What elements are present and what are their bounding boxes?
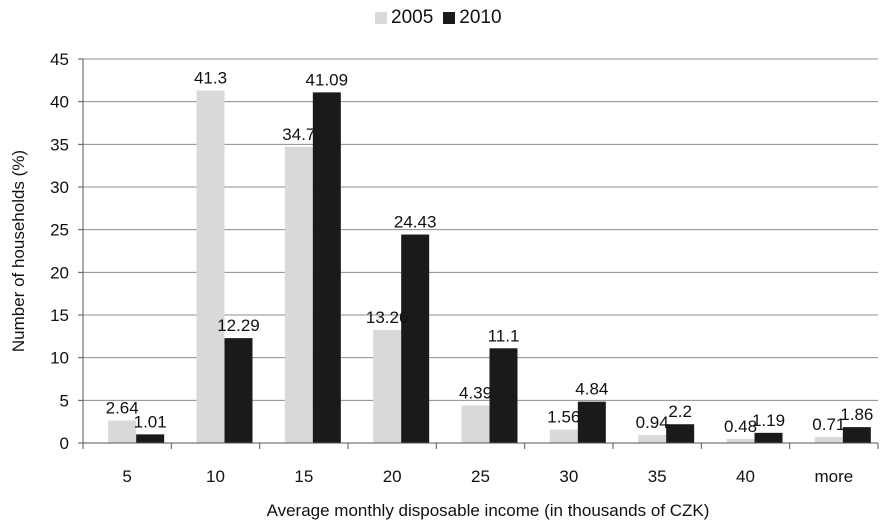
- y-tick-label: 15: [50, 306, 69, 325]
- y-tick-label: 45: [50, 50, 69, 69]
- y-tick-label: 0: [60, 434, 69, 453]
- x-tick-label: 20: [383, 467, 402, 486]
- y-tick-label: 25: [50, 221, 69, 240]
- bar-2005: [284, 146, 313, 444]
- y-tick-label: 35: [50, 135, 69, 154]
- data-label-2005: 0.48: [724, 417, 757, 436]
- x-tick-label: 5: [122, 467, 131, 486]
- y-tick-label: 40: [50, 93, 69, 112]
- bar-2010: [842, 427, 871, 443]
- data-label-2010: 12.29: [217, 316, 260, 335]
- x-tick-label: more: [814, 467, 853, 486]
- data-label-2005: 2.64: [106, 398, 139, 417]
- data-label-2010: 1.86: [840, 405, 873, 424]
- bar-2010: [666, 424, 695, 443]
- legend-label-2010: 2010: [459, 7, 502, 28]
- bars: [108, 90, 871, 444]
- x-tick-label: 35: [648, 467, 667, 486]
- legend-swatch-2005: [375, 12, 387, 24]
- data-label-2005: 0.71: [812, 415, 845, 434]
- x-axis-title: Average monthly disposable income (in th…: [267, 501, 710, 520]
- data-labels: 2.64 41.3 34.7 13.26 4.39 1.56 0.94 0.48 0.71 1.0…: [106, 69, 874, 436]
- data-label-2010: 4.84: [575, 380, 608, 399]
- data-label-2005: 0.94: [636, 413, 669, 432]
- bar-2005: [373, 329, 402, 443]
- data-label-2010: 1.01: [134, 412, 167, 431]
- data-label-2010: 24.43: [394, 213, 437, 232]
- data-label-2010: 41.09: [306, 70, 349, 89]
- x-tick-label: 25: [471, 467, 490, 486]
- data-label-2005: 41.3: [194, 69, 227, 88]
- bar-2005: [638, 434, 667, 443]
- data-label-2005: 34.7: [282, 125, 315, 144]
- bar-2005: [108, 420, 137, 443]
- bar-2010: [136, 434, 165, 443]
- y-tick-label: 5: [60, 391, 69, 410]
- y-tick-label: 30: [50, 178, 69, 197]
- y-tick-label: 20: [50, 263, 69, 282]
- bar-2005: [196, 90, 225, 443]
- bar-2005: [726, 438, 755, 443]
- bar-2010: [312, 92, 341, 444]
- bar-2010: [489, 348, 518, 443]
- data-label-2005: 13.26: [366, 308, 409, 327]
- data-label-2005: 1.56: [547, 408, 580, 427]
- data-label-2010: 1.19: [752, 411, 785, 430]
- legend-swatch-2010: [443, 12, 456, 24]
- legend-label-2005: 2005: [391, 7, 434, 28]
- x-tick-label: 15: [294, 467, 313, 486]
- bar-2010: [754, 432, 783, 443]
- legend: 2005 2010: [375, 7, 512, 29]
- x-tick-label: 30: [559, 467, 578, 486]
- data-label-2010: 11.1: [488, 326, 520, 345]
- bar-2010: [401, 234, 430, 443]
- bar-2005: [461, 405, 490, 443]
- x-tick-label: 40: [736, 467, 755, 486]
- x-axis-ticks: 5 10 15 20 25 30 35 40 more: [82, 443, 879, 486]
- y-axis-title: Number of households (%): [9, 150, 28, 352]
- bar-2005: [814, 436, 843, 443]
- bar-2010: [577, 401, 606, 443]
- bar-2005: [549, 429, 578, 443]
- y-tick-label: 10: [50, 349, 69, 368]
- x-tick-label: 10: [206, 467, 225, 486]
- bar-2010: [224, 338, 253, 443]
- legend-item-2005: 2005: [375, 7, 433, 29]
- y-axis-ticks: 0 5 10 15 20 25 30 35 40 45: [50, 50, 83, 453]
- data-label-2010: 2.2: [668, 402, 692, 421]
- legend-item-2010: 2010: [443, 7, 502, 29]
- data-label-2005: 4.39: [459, 384, 492, 403]
